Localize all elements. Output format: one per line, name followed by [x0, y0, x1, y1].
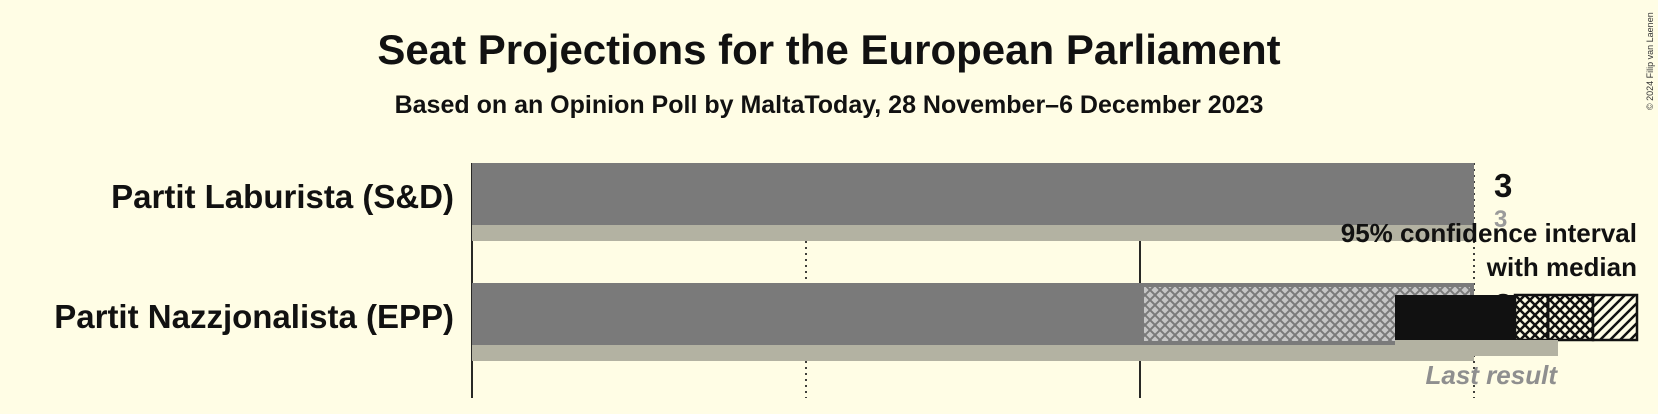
party-label: Partit Laburista (S&D): [111, 178, 454, 215]
legend-ci-label-line1: 95% confidence interval: [1341, 218, 1637, 248]
legend-last-result-swatch: [1395, 340, 1558, 356]
legend-ci-label-line2: with median: [1486, 252, 1637, 282]
party-row: Partit Laburista (S&D) 33: [111, 163, 1512, 241]
last-result-bar: [472, 345, 1474, 361]
legend: 95% confidence interval with median Last…: [1341, 218, 1639, 390]
seat-bar: [472, 163, 1474, 225]
party-bars: Partit Laburista (S&D) 33 Partit Nazzjonal…: [54, 163, 1512, 361]
seat-bar: [472, 283, 1140, 345]
copyright-notice: © 2024 Filip van Laenen: [1645, 12, 1655, 110]
legend-ci-crosshatch-swatch: [1513, 293, 1595, 342]
median-value-label: 3: [1494, 167, 1512, 204]
chart-subtitle: Based on an Opinion Poll by MaltaToday, …: [395, 91, 1264, 119]
legend-ci-diagonal-swatch: [1591, 293, 1639, 342]
legend-ci-solid-swatch: [1395, 295, 1515, 340]
party-label: Partit Nazzjonalista (EPP): [54, 298, 454, 335]
last-result-bar: [472, 225, 1474, 241]
last-result-value-label: 3: [1494, 206, 1507, 233]
legend-last-result-label: Last result: [1426, 360, 1559, 390]
chart-title: Seat Projections for the European Parlia…: [377, 26, 1280, 73]
